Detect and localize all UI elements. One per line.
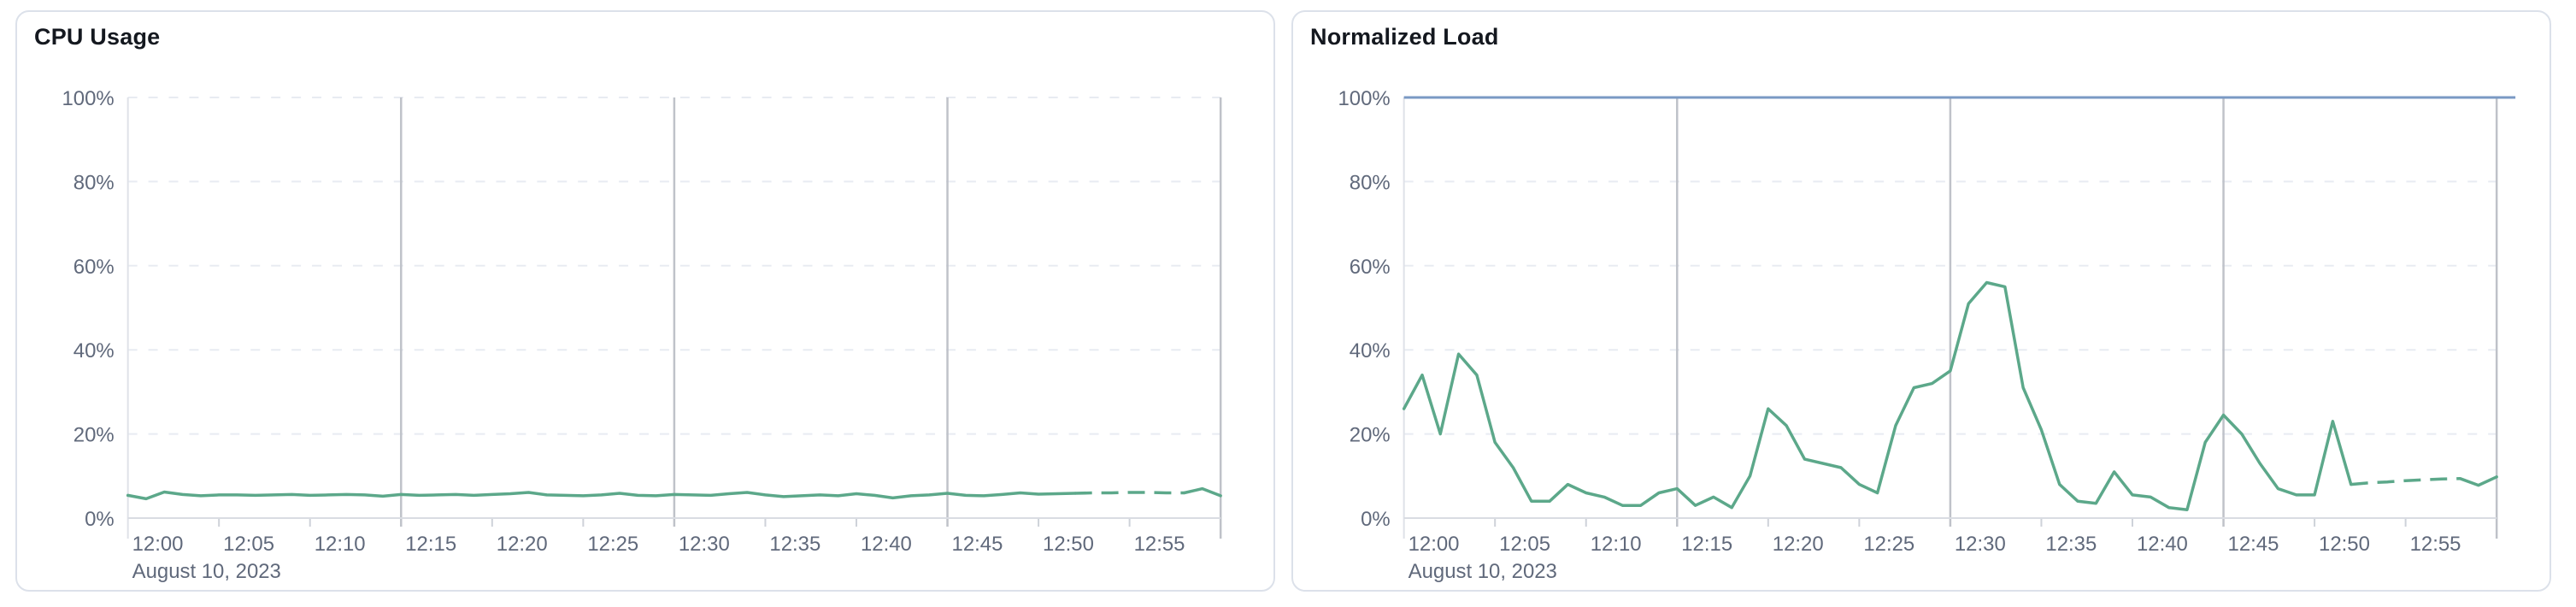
normalized-load-chart[interactable]: 0% 20% 40% 60% 80% 100% 12:00 12:05 12:10 12:15 12… [1293, 12, 2550, 590]
x-axis-tick-label: 12:50 [1043, 533, 1094, 556]
y-axis-tick-label: 100% [62, 87, 115, 110]
chart-title-normalized-load: Normalized Load [1310, 24, 1499, 50]
x-axis-tick-label: 12:20 [497, 533, 548, 556]
x-axis-tick-label: 12:50 [2319, 533, 2370, 556]
normalized_load_pct-line [1402, 280, 2353, 511]
x-axis-tick-label: 12:30 [1955, 533, 2006, 556]
x-axis-tick-label: 12:05 [223, 533, 274, 556]
y-axis-tick-label: 0% [85, 508, 115, 531]
cpu_usage_pct-line-projected [1074, 491, 1185, 495]
x-axis-tick-label: 12:25 [587, 533, 638, 556]
y-axis-tick-label: 0% [1361, 508, 1391, 531]
y-axis-tick-label: 40% [74, 339, 115, 362]
x-axis-tick-label: 12:10 [315, 533, 366, 556]
x-axis-tick-label: 12:55 [2410, 533, 2461, 556]
x-axis-date-label: August 10, 2023 [1409, 560, 1557, 583]
x-axis-date-label: August 10, 2023 [132, 560, 281, 583]
x-axis-tick-label: 12:10 [1591, 533, 1642, 556]
x-axis-tick-label: 12:40 [2137, 533, 2188, 556]
cpu_usage_pct-line [126, 490, 1077, 501]
normalized_load_pct-line-tail [2458, 475, 2498, 487]
normalized_load_pct-line-projected [2350, 477, 2461, 486]
x-axis-tick-label: 12:45 [952, 533, 1003, 556]
x-axis-tick-label: 12:35 [2045, 533, 2097, 556]
y-axis-tick-label: 80% [1350, 171, 1391, 194]
cpu-usage-card: CPU Usage 0% 20% 40% 60% 80% 100% 12:00 12:05 12… [15, 10, 1275, 592]
x-axis-tick-label: 12:15 [1681, 533, 1732, 556]
x-axis-tick-label: 12:25 [1863, 533, 1914, 556]
cpu_usage_pct-line-tail [1182, 486, 1222, 498]
y-axis-tick-label: 40% [1350, 339, 1391, 362]
x-axis-tick-label: 12:20 [1773, 533, 1824, 556]
x-axis-tick-label: 12:30 [679, 533, 730, 556]
y-axis-tick-label: 20% [74, 424, 115, 447]
x-axis-tick-label: 12:15 [405, 533, 456, 556]
chart-title-cpu-usage: CPU Usage [34, 24, 161, 50]
x-axis-tick-label: 12:00 [132, 533, 184, 556]
x-axis-tick-label: 12:40 [861, 533, 912, 556]
normalized-load-card: Normalized Load 0% 20% 40% 60% 80% 100% 12:00 1… [1291, 10, 2551, 592]
y-axis-tick-label: 20% [1350, 424, 1391, 447]
x-axis-tick-label: 12:00 [1409, 533, 1460, 556]
y-axis-tick-label: 60% [1350, 256, 1391, 279]
y-axis-tick-label: 60% [74, 256, 115, 279]
x-axis-tick-label: 12:45 [2228, 533, 2279, 556]
cpu-usage-chart[interactable]: 0% 20% 40% 60% 80% 100% 12:00 12:05 12:10 12:15 12… [17, 12, 1273, 590]
x-axis-tick-label: 12:55 [1134, 533, 1185, 556]
y-axis-tick-label: 100% [1338, 87, 1391, 110]
x-axis-tick-label: 12:35 [769, 533, 820, 556]
y-axis-tick-label: 80% [74, 171, 115, 194]
x-axis-tick-label: 12:05 [1499, 533, 1550, 556]
